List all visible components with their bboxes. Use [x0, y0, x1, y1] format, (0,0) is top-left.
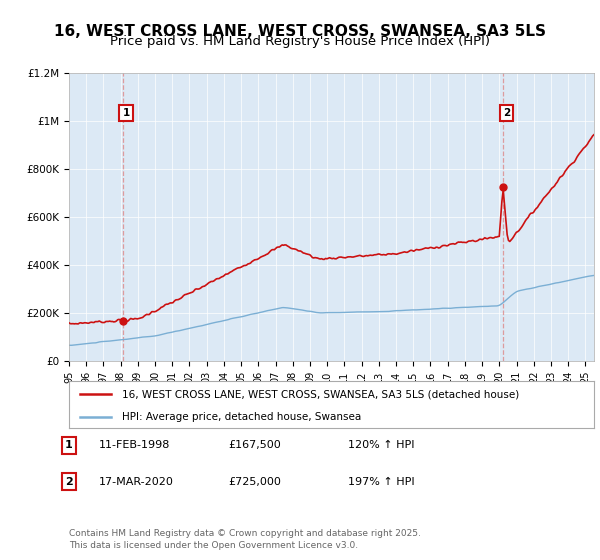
Text: HPI: Average price, detached house, Swansea: HPI: Average price, detached house, Swan…	[121, 412, 361, 422]
Text: 120% ↑ HPI: 120% ↑ HPI	[348, 440, 415, 450]
Text: 2: 2	[65, 477, 73, 487]
Text: 1: 1	[122, 108, 130, 118]
Text: Price paid vs. HM Land Registry's House Price Index (HPI): Price paid vs. HM Land Registry's House …	[110, 35, 490, 49]
Text: Contains HM Land Registry data © Crown copyright and database right 2025.
This d: Contains HM Land Registry data © Crown c…	[69, 529, 421, 550]
Text: 197% ↑ HPI: 197% ↑ HPI	[348, 477, 415, 487]
Text: 17-MAR-2020: 17-MAR-2020	[99, 477, 174, 487]
Text: 16, WEST CROSS LANE, WEST CROSS, SWANSEA, SA3 5LS: 16, WEST CROSS LANE, WEST CROSS, SWANSEA…	[54, 24, 546, 39]
Text: 11-FEB-1998: 11-FEB-1998	[99, 440, 170, 450]
Text: £167,500: £167,500	[228, 440, 281, 450]
Text: 2: 2	[503, 108, 510, 118]
Text: 1: 1	[65, 440, 73, 450]
Text: 16, WEST CROSS LANE, WEST CROSS, SWANSEA, SA3 5LS (detached house): 16, WEST CROSS LANE, WEST CROSS, SWANSEA…	[121, 389, 519, 399]
Text: £725,000: £725,000	[228, 477, 281, 487]
